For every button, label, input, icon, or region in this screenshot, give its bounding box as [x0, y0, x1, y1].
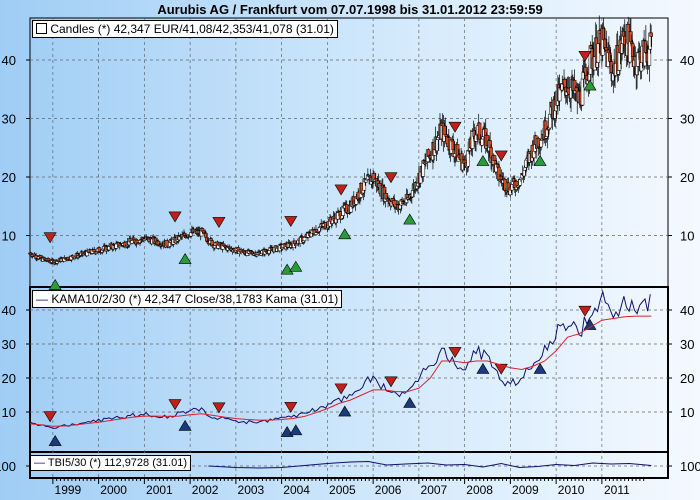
kama-tick-label: 30	[2, 337, 16, 352]
x-tick-label: 2001	[146, 483, 173, 497]
buy-signal-marker	[289, 260, 303, 272]
price-tick-label: 40	[2, 53, 16, 68]
tbi-line	[208, 460, 652, 469]
sell-signal-marker	[212, 217, 226, 228]
chart-title: Aurubis AG / Frankfurt vom 07.07.1998 bi…	[157, 2, 543, 17]
kama-sell-signal-marker	[448, 347, 462, 359]
price-tick-label: 20	[680, 170, 694, 185]
buy-signal-marker	[403, 213, 417, 225]
x-tick-label: 2008	[466, 483, 493, 497]
sell-signal-marker	[448, 121, 462, 133]
candle	[492, 155, 497, 162]
x-tick-label: 2000	[100, 483, 127, 497]
x-tick-label: 2007	[421, 483, 448, 497]
kama-buy-signal-marker	[403, 396, 417, 408]
kama-buy-signal-marker	[533, 362, 547, 374]
candle	[302, 237, 307, 241]
kama-tick-label: 10	[680, 405, 694, 420]
kama-line	[29, 315, 652, 427]
sell-signal-marker	[334, 184, 348, 196]
x-tick-label: 2004	[283, 483, 310, 497]
sell-signal-marker	[578, 50, 592, 62]
candle	[604, 47, 609, 51]
kama-tick-label: 30	[680, 337, 694, 352]
price-tick-label: 30	[680, 112, 694, 127]
kama-sell-signal-marker	[284, 401, 298, 413]
tbi-legend-text: TBI5/30 (*) 112,9728 (31.01)	[47, 457, 188, 469]
sell-signal-marker	[43, 232, 57, 244]
kama-sell-signal-marker	[43, 411, 57, 423]
kama-sell-signal-marker	[384, 376, 398, 388]
candle-legend-icon	[36, 23, 47, 34]
x-tick-label: 2005	[329, 483, 356, 497]
sell-signal-marker	[384, 172, 398, 184]
buy-signal-marker	[178, 252, 192, 264]
x-tick-label: 1999	[55, 483, 82, 497]
kama-buy-signal-marker	[289, 424, 303, 436]
x-tick-label: 2002	[192, 483, 219, 497]
kama-buy-signal-marker	[476, 362, 490, 374]
buy-signal-marker	[338, 228, 352, 240]
price-tick-label: 10	[680, 229, 694, 244]
kama-buy-signal-marker	[178, 419, 192, 431]
kama-tick-label: 20	[680, 371, 694, 386]
sell-signal-marker	[494, 150, 508, 162]
candles-legend-text: Candles (*) 42,347 EUR/41,08/42,353/41,0…	[50, 22, 334, 36]
candle	[480, 138, 484, 146]
candle	[539, 140, 543, 148]
kama-sell-signal-marker	[578, 305, 592, 317]
price-tick-label: 20	[2, 170, 16, 185]
kama-sell-signal-marker	[168, 399, 182, 411]
kama-sell-signal-marker	[334, 383, 348, 395]
candle	[563, 79, 567, 88]
kama-buy-signal-marker	[338, 405, 352, 417]
buy-signal-marker	[476, 155, 490, 166]
buy-signal-marker	[48, 279, 62, 290]
buy-signal-marker	[533, 155, 547, 166]
x-tick-label: 2010	[558, 483, 585, 497]
sell-signal-marker	[168, 211, 182, 223]
price-tick-label: 40	[680, 53, 694, 68]
candle	[293, 240, 297, 244]
kama-sell-signal-marker	[494, 363, 508, 375]
kama-tick-label: 10	[2, 405, 16, 420]
x-tick-label: 2003	[238, 483, 265, 497]
close-line	[29, 289, 651, 429]
kama-legend-text: KAMA10/2/30 (*) 42,347 Close/38,1783 Kam…	[51, 292, 339, 306]
candles-legend: Candles (*) 42,347 EUR/41,08/42,353/41,0…	[32, 20, 338, 38]
buy-signal-marker	[280, 263, 294, 275]
kama-sell-signal-marker	[212, 402, 226, 414]
x-tick-label: 2011	[604, 483, 630, 497]
tbi-legend: — TBI5/30 (*) 112,9728 (31.01)	[30, 455, 192, 471]
tbi-tick-label: 100	[680, 459, 700, 474]
x-tick-label: 2006	[375, 483, 402, 497]
kama-tick-label: 40	[2, 303, 16, 318]
sell-signal-marker	[284, 216, 298, 228]
buy-signal-marker	[583, 79, 597, 91]
panel-frame	[29, 286, 669, 453]
candles-series	[28, 15, 653, 266]
x-tick-label: 2009	[512, 483, 539, 497]
kama-legend: — KAMA10/2/30 (*) 42,347 Close/38,1783 K…	[32, 290, 343, 308]
candle	[649, 32, 653, 37]
kama-buy-signal-marker	[48, 434, 62, 446]
price-tick-label: 30	[2, 112, 16, 127]
kama-tick-label: 20	[2, 371, 16, 386]
price-tick-label: 10	[2, 229, 16, 244]
kama-tick-label: 40	[680, 303, 694, 318]
tbi-tick-label: 100	[0, 459, 16, 474]
